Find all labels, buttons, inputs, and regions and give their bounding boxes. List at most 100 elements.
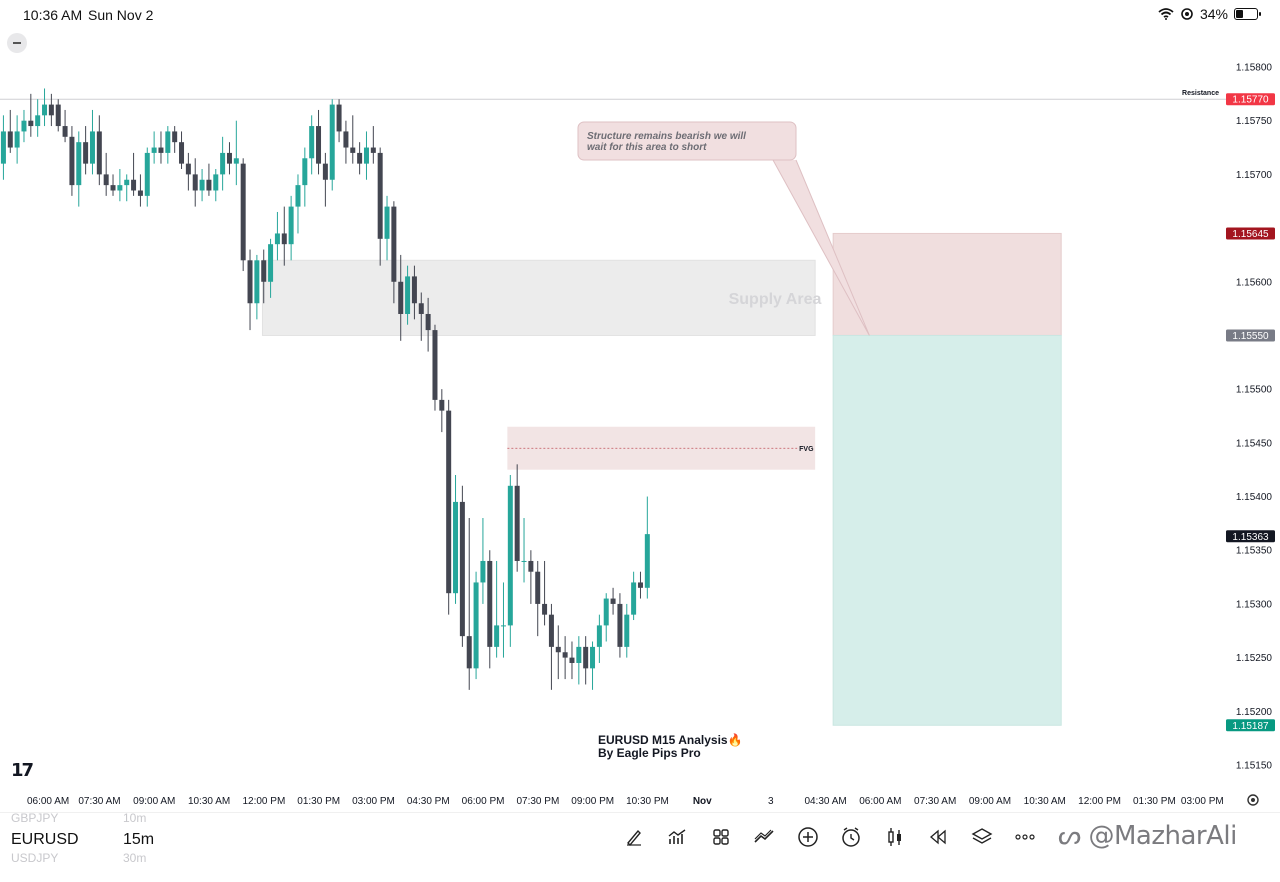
candle-down[interactable] [542, 603, 548, 615]
candle-down[interactable] [343, 131, 349, 148]
candle-down[interactable] [316, 126, 322, 164]
add-icon[interactable] [786, 823, 830, 851]
more-icon[interactable] [1004, 823, 1048, 851]
candle-up[interactable] [631, 582, 637, 615]
candle-up[interactable] [213, 174, 219, 191]
candle-up[interactable] [405, 276, 411, 314]
price-tag[interactable] [1226, 329, 1275, 342]
candle-up[interactable] [624, 614, 630, 647]
candle-up[interactable] [295, 185, 301, 207]
candle-up[interactable] [302, 158, 308, 186]
price-tag[interactable] [1226, 227, 1275, 240]
candle-down[interactable] [617, 603, 623, 647]
candle-down[interactable] [7, 131, 13, 148]
candle-up[interactable] [507, 485, 513, 626]
candle-up[interactable] [0, 131, 6, 164]
candle-up[interactable] [363, 147, 369, 164]
candle-down[interactable] [548, 614, 554, 647]
candle-down[interactable] [637, 582, 643, 588]
candle-up[interactable] [117, 185, 123, 191]
candle-up[interactable] [480, 560, 486, 583]
tradingview-logo[interactable]: 17 [11, 760, 34, 781]
candle-up[interactable] [35, 115, 41, 127]
candle-up[interactable] [76, 142, 82, 186]
candle-up[interactable] [603, 598, 609, 626]
candle-down[interactable] [377, 152, 383, 239]
symbol-row-active[interactable]: EURUSD 15m [11, 827, 154, 853]
candle-down[interactable] [69, 136, 75, 186]
candle-down[interactable] [48, 104, 54, 116]
candle-down[interactable] [261, 260, 267, 282]
candle-up[interactable] [329, 104, 335, 180]
candle-up[interactable] [89, 131, 95, 164]
candle-down[interactable] [466, 636, 472, 669]
candle-down[interactable] [555, 646, 561, 653]
candle-up[interactable] [473, 582, 479, 669]
candle-up[interactable] [268, 244, 274, 282]
candle-up[interactable] [233, 158, 239, 164]
candle-type-icon[interactable] [873, 823, 917, 851]
candle-down[interactable] [535, 571, 541, 604]
candle-down[interactable] [62, 126, 68, 137]
candle-down[interactable] [322, 163, 328, 180]
candle-down[interactable] [425, 313, 431, 331]
indicators-icon[interactable] [656, 823, 700, 851]
layers-icon[interactable] [960, 823, 1004, 851]
candle-up[interactable] [576, 646, 582, 663]
candle-down[interactable] [569, 657, 575, 663]
candle-down[interactable] [240, 163, 246, 261]
candle-up[interactable] [144, 152, 150, 196]
templates-icon[interactable] [699, 823, 743, 851]
take-profit-zone[interactable] [832, 334, 1062, 726]
compare-icon[interactable] [743, 823, 787, 851]
chart-settings-icon[interactable] [1247, 794, 1259, 806]
candle-down[interactable] [336, 104, 342, 132]
candle-down[interactable] [110, 185, 116, 191]
candle-up[interactable] [274, 233, 280, 245]
candle-down[interactable] [83, 142, 89, 164]
candle-down[interactable] [398, 281, 404, 314]
candle-down[interactable] [172, 131, 178, 143]
pen-icon[interactable] [612, 823, 656, 851]
candle-down[interactable] [459, 501, 465, 637]
candle-up[interactable] [288, 206, 294, 245]
candle-down[interactable] [131, 179, 137, 191]
candle-down[interactable] [418, 303, 424, 314]
candle-up[interactable] [124, 179, 130, 186]
price-tag[interactable] [1226, 530, 1275, 543]
candle-down[interactable] [357, 152, 363, 164]
annotation-box[interactable] [577, 121, 797, 161]
alert-icon[interactable] [830, 823, 874, 851]
candle-up[interactable] [220, 152, 226, 175]
candle-down[interactable] [55, 104, 61, 127]
candle-down[interactable] [247, 260, 253, 304]
candle-up[interactable] [384, 206, 390, 239]
candle-down[interactable] [487, 560, 493, 647]
price-tag[interactable] [1226, 93, 1275, 106]
candle-down[interactable] [446, 410, 452, 594]
candle-down[interactable] [103, 174, 109, 186]
candle-up[interactable] [596, 625, 602, 647]
candle-up[interactable] [254, 260, 260, 304]
candle-down[interactable] [528, 560, 534, 572]
candle-down[interactable] [411, 276, 417, 304]
candle-down[interactable] [583, 646, 589, 669]
candle-down[interactable] [226, 152, 232, 164]
candle-up[interactable] [494, 625, 500, 647]
candle-down[interactable] [370, 147, 376, 153]
symbol-switcher[interactable]: GBPJPY 10m EURUSD 15m USDJPY 30m [11, 811, 154, 865]
candle-down[interactable] [281, 233, 287, 245]
candle-up[interactable] [21, 120, 27, 132]
candle-up[interactable] [644, 534, 650, 588]
supply-zone[interactable] [261, 259, 816, 336]
candle-down[interactable] [179, 142, 185, 164]
candle-up[interactable] [151, 147, 157, 153]
candle-up[interactable] [500, 625, 506, 627]
candle-down[interactable] [185, 163, 191, 175]
symbol-row[interactable]: USDJPY 30m [11, 851, 154, 865]
replay-icon[interactable] [917, 823, 961, 851]
symbol-row[interactable]: GBPJPY 10m [11, 811, 154, 825]
candle-up[interactable] [453, 501, 459, 594]
candle-down[interactable] [192, 174, 198, 191]
candle-up[interactable] [42, 104, 48, 116]
